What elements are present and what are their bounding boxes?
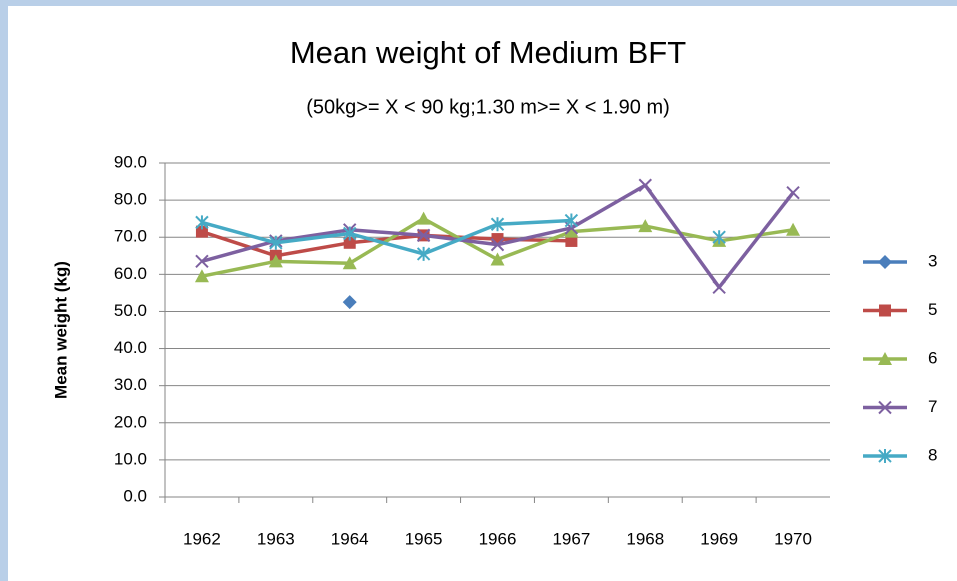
marker: [786, 185, 800, 200]
x-tick-label: 1967: [552, 529, 590, 548]
marker: [490, 237, 505, 252]
legend-label: 7: [928, 397, 937, 416]
chart-area: [8, 6, 957, 581]
y-tick-label: 10.0: [114, 449, 147, 468]
marker: [564, 224, 579, 238]
marker: [878, 255, 892, 269]
y-tick-label: 0.0: [123, 486, 147, 505]
x-tick-label: 1963: [257, 529, 295, 548]
x-tick-label: 1970: [774, 529, 812, 548]
marker: [638, 178, 652, 192]
marker: [564, 213, 579, 228]
marker: [343, 226, 357, 241]
marker: [878, 352, 892, 365]
x-tick-label: 1964: [331, 529, 369, 548]
marker: [269, 235, 283, 250]
marker: [490, 252, 505, 266]
x-tick-label: 1965: [405, 529, 443, 548]
y-tick-label: 80.0: [114, 190, 147, 209]
marker: [195, 254, 209, 269]
marker: [343, 236, 356, 249]
chart-subtitle: (50kg>= X < 90 kg;1.30 m>= X < 1.90 m): [306, 96, 670, 118]
marker: [712, 280, 726, 295]
y-axis-label: Mean weight (kg): [51, 261, 70, 399]
x-tick-label: 1962: [183, 529, 221, 548]
y-tick-label: 70.0: [114, 227, 147, 246]
marker: [194, 269, 209, 283]
marker: [638, 219, 653, 233]
x-tick-label: 1968: [626, 529, 664, 548]
legend-label: 3: [928, 251, 937, 270]
marker: [879, 304, 891, 317]
y-tick-label: 50.0: [114, 301, 147, 320]
marker: [416, 228, 431, 243]
marker: [490, 217, 505, 232]
y-tick-label: 30.0: [114, 375, 147, 394]
y-tick-label: 60.0: [114, 264, 147, 283]
marker: [195, 215, 209, 230]
legend-label: 8: [928, 445, 937, 464]
marker: [712, 230, 726, 245]
y-tick-label: 20.0: [114, 412, 147, 431]
chart-title: Mean weight of Medium BFT: [290, 35, 686, 70]
legend-label: 6: [928, 348, 937, 367]
marker: [565, 234, 578, 247]
marker: [195, 225, 208, 238]
marker: [416, 246, 431, 261]
legend-label: 5: [928, 300, 937, 319]
marker: [342, 256, 357, 270]
y-tick-label: 40.0: [114, 338, 147, 357]
marker: [268, 254, 283, 268]
marker: [342, 295, 357, 310]
x-tick-label: 1969: [700, 529, 738, 548]
marker: [878, 449, 892, 463]
marker: [416, 211, 431, 225]
y-tick-label: 90.0: [114, 152, 147, 171]
marker: [878, 400, 892, 415]
x-tick-label: 1966: [479, 529, 517, 548]
marker: [786, 222, 801, 236]
